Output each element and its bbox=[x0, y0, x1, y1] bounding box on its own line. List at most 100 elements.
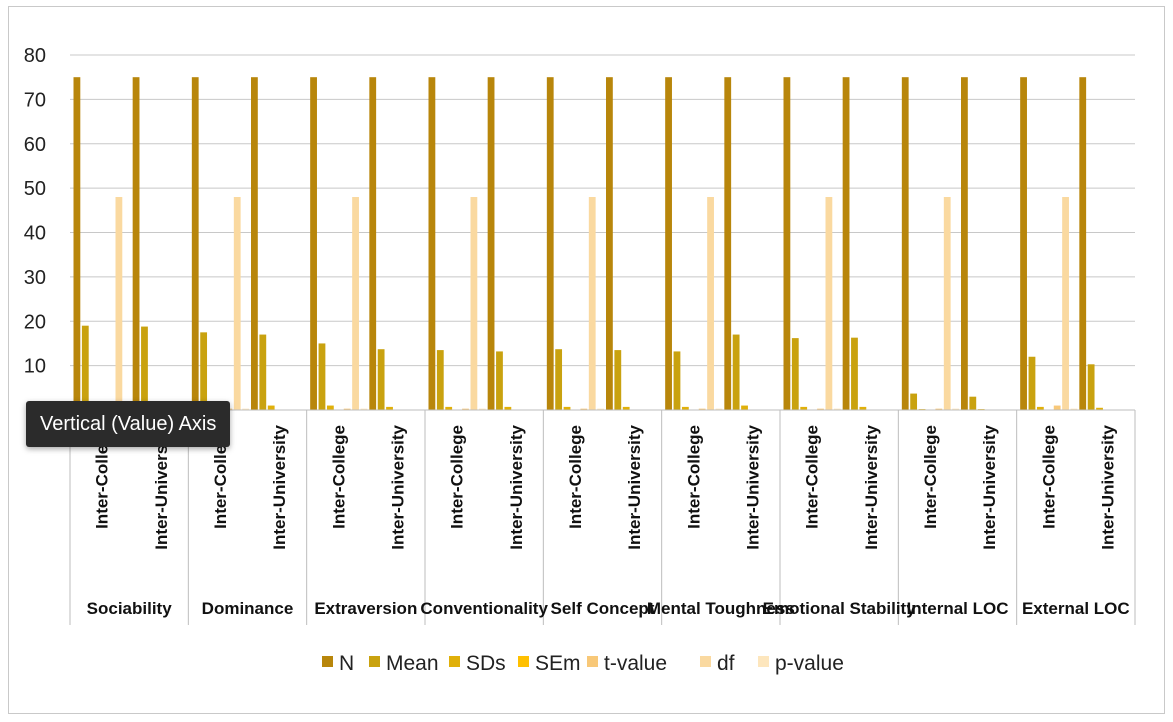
category-label: Inter-College bbox=[803, 425, 822, 529]
category-label: Inter-University bbox=[862, 424, 881, 549]
y-tick-label: 40 bbox=[24, 223, 46, 245]
bar bbox=[141, 326, 148, 410]
bar bbox=[724, 77, 732, 410]
bar bbox=[267, 405, 275, 410]
bars bbox=[73, 77, 1120, 411]
bar bbox=[935, 408, 943, 410]
bar bbox=[681, 406, 689, 410]
bar bbox=[606, 77, 613, 410]
y-tick-label: 70 bbox=[24, 89, 46, 111]
group-label: Mental Toughness bbox=[647, 599, 795, 618]
category-label: Inter-College bbox=[329, 425, 348, 529]
vertical-value-axis[interactable]: 01020304050607080 bbox=[24, 45, 46, 422]
bar bbox=[470, 197, 478, 410]
bar bbox=[563, 406, 571, 410]
legend-swatch bbox=[587, 656, 598, 667]
group-label: External LOC bbox=[1022, 599, 1130, 618]
y-tick-label: 80 bbox=[24, 45, 46, 67]
bar bbox=[343, 408, 351, 410]
bar bbox=[901, 77, 909, 410]
group-label: Sociability bbox=[87, 599, 173, 618]
category-label: Inter-University bbox=[388, 424, 407, 549]
bar bbox=[546, 77, 554, 410]
bar bbox=[952, 408, 960, 410]
legend-label: Mean bbox=[386, 652, 439, 675]
bar bbox=[369, 77, 377, 410]
bar bbox=[969, 396, 977, 410]
bar bbox=[1070, 408, 1078, 410]
bar bbox=[910, 393, 918, 410]
bar bbox=[115, 197, 123, 410]
bar bbox=[445, 406, 453, 410]
category-label: Inter-University bbox=[270, 424, 289, 549]
bar bbox=[191, 77, 199, 410]
bar bbox=[783, 77, 791, 410]
axis-tooltip: Vertical (Value) Axis bbox=[26, 401, 231, 447]
legend-label: SDs bbox=[466, 652, 506, 675]
bar bbox=[352, 197, 359, 410]
y-tick-label: 10 bbox=[24, 356, 46, 378]
bar bbox=[132, 77, 140, 410]
bar bbox=[1036, 406, 1044, 410]
bar bbox=[259, 334, 267, 410]
bar bbox=[496, 351, 503, 410]
bar bbox=[1028, 356, 1036, 410]
group-label: Conventionality bbox=[420, 599, 548, 618]
category-label: Inter-College bbox=[1039, 425, 1058, 529]
bar bbox=[73, 77, 81, 410]
category-label: Inter-University bbox=[1098, 424, 1117, 549]
bar bbox=[707, 197, 714, 410]
legend-label: df bbox=[717, 652, 735, 675]
y-tick-label: 60 bbox=[24, 134, 46, 156]
bar bbox=[242, 408, 250, 410]
legend-swatch bbox=[449, 656, 460, 667]
bar bbox=[622, 406, 630, 410]
bar bbox=[859, 406, 867, 410]
category-label: Inter-University bbox=[625, 424, 644, 549]
legend-label: t-value bbox=[604, 652, 667, 675]
bar bbox=[386, 406, 393, 410]
legend[interactable]: N Mean SDs SEm t-value df p-value bbox=[322, 652, 844, 675]
category-label: Inter-College bbox=[211, 425, 230, 529]
bar bbox=[732, 334, 740, 410]
legend-label: SEm bbox=[535, 652, 581, 675]
bar bbox=[233, 197, 241, 410]
bar bbox=[580, 408, 588, 410]
legend-swatch bbox=[518, 656, 529, 667]
category-label: Inter-College bbox=[93, 425, 112, 529]
group-label: Dominance bbox=[202, 599, 294, 618]
bar bbox=[251, 77, 258, 410]
bar bbox=[504, 406, 512, 410]
bar bbox=[851, 337, 858, 410]
legend-label: N bbox=[339, 652, 354, 675]
bar bbox=[487, 77, 495, 410]
bar bbox=[1053, 405, 1061, 410]
group-label: Self Concept bbox=[551, 599, 655, 618]
bar bbox=[842, 77, 850, 410]
bar bbox=[428, 77, 436, 410]
group-label: Internal LOC bbox=[906, 599, 1008, 618]
y-tick-label: 50 bbox=[24, 178, 46, 200]
bar bbox=[377, 349, 385, 410]
bar bbox=[200, 332, 208, 410]
group-label: Emotional Stability bbox=[763, 599, 917, 618]
bar bbox=[478, 408, 486, 410]
legend-label: p-value bbox=[775, 652, 844, 675]
bar bbox=[673, 351, 681, 410]
bar bbox=[462, 408, 469, 410]
category-label: Inter-University bbox=[743, 424, 762, 549]
bar bbox=[943, 197, 951, 410]
legend-swatch bbox=[369, 656, 380, 667]
category-label: Inter-College bbox=[448, 425, 467, 529]
legend-swatch bbox=[700, 656, 711, 667]
bar bbox=[1062, 197, 1069, 410]
bar bbox=[360, 408, 368, 410]
bar bbox=[800, 406, 808, 410]
bar bbox=[961, 77, 968, 410]
category-label: Inter-College bbox=[566, 425, 585, 529]
bar bbox=[1020, 77, 1027, 410]
bar bbox=[698, 408, 706, 410]
bar bbox=[741, 405, 748, 410]
bar bbox=[597, 408, 605, 410]
